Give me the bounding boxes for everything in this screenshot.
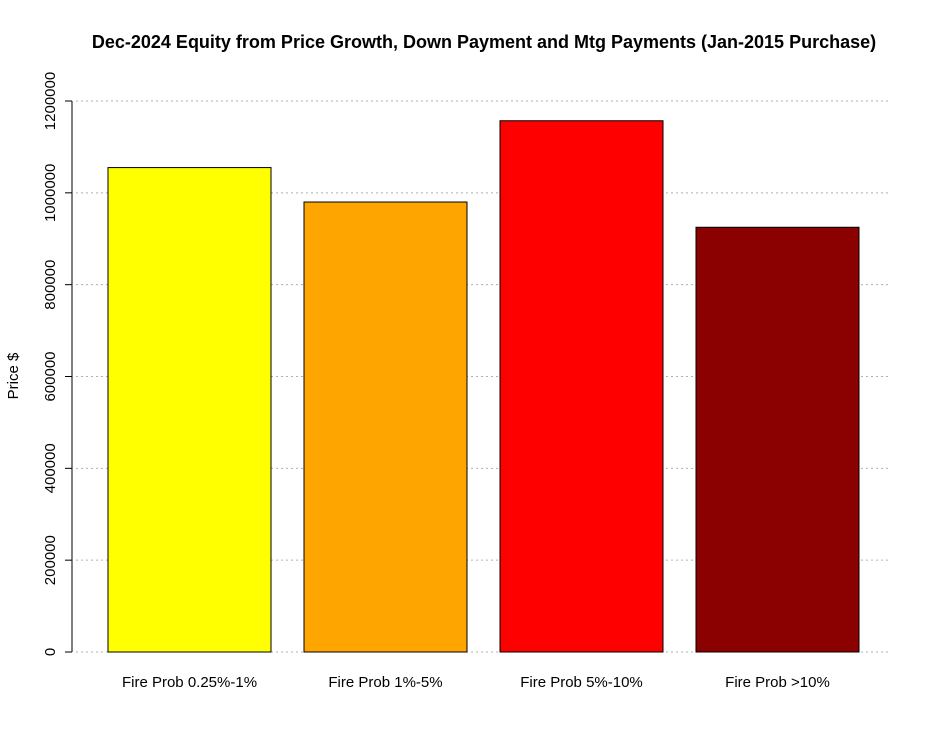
y-tick-label: 0 (42, 648, 59, 656)
bars (107, 120, 860, 653)
y-tick-label: 600000 (42, 351, 59, 401)
bar (107, 167, 272, 653)
y-axis: 0 200000 400000 600000 800000 1000000 1200000 (42, 72, 73, 656)
category-label: Fire Prob 5%-10% (520, 674, 643, 691)
category-label: Fire Prob >10% (725, 674, 830, 691)
y-tick-label: 800000 (42, 260, 59, 310)
bar (695, 226, 860, 653)
chart-title: Dec-2024 Equity from Price Growth, Down … (92, 32, 876, 52)
bar (303, 201, 468, 653)
y-tick-label: 400000 (42, 443, 59, 493)
category-labels: Fire Prob 0.25%-1% Fire Prob 1%-5% Fire Pr… (122, 674, 830, 691)
y-axis-label: Price $ (5, 352, 22, 399)
y-tick-label: 1000000 (42, 164, 59, 222)
category-label: Fire Prob 1%-5% (328, 674, 442, 691)
bar (499, 120, 664, 653)
y-tick-label: 1200000 (42, 72, 59, 130)
category-label: Fire Prob 0.25%-1% (122, 674, 257, 691)
y-tick-label: 200000 (42, 535, 59, 585)
